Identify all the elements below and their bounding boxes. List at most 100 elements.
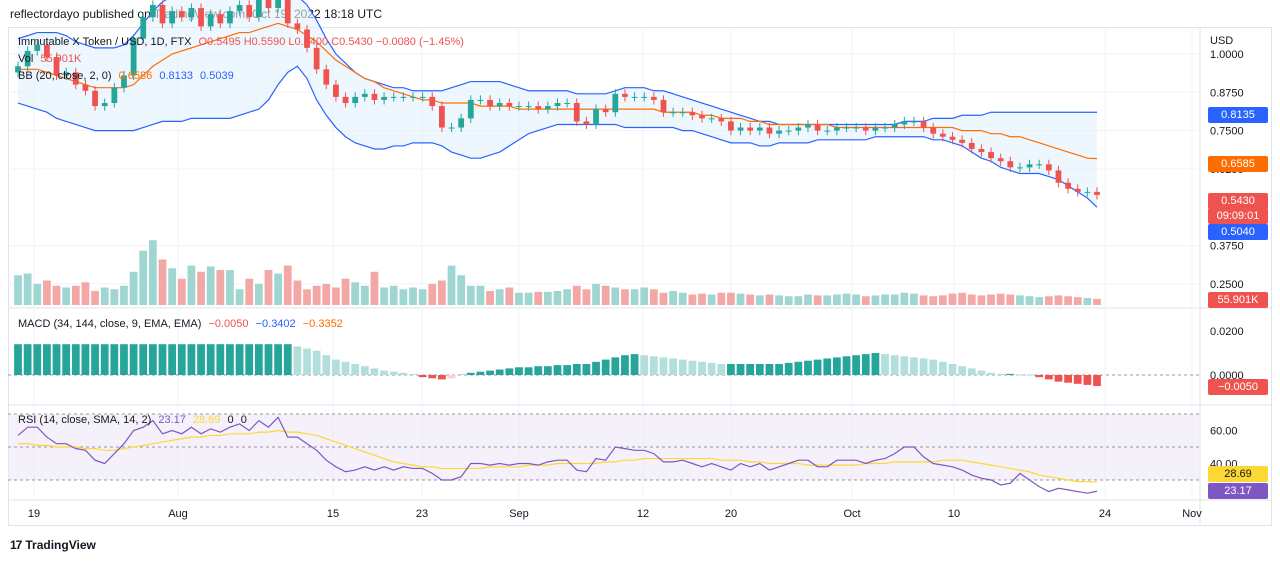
candle-body <box>1026 164 1033 168</box>
candle-body <box>843 127 850 129</box>
volume-bar <box>832 294 841 305</box>
candle-body <box>390 96 397 98</box>
volume-bar <box>996 293 1005 305</box>
candle-body <box>1036 164 1043 166</box>
volume-bar <box>120 285 128 305</box>
volume-bar <box>842 293 851 305</box>
macd-histogram-bar <box>611 357 620 375</box>
macd-histogram-bar <box>197 344 205 375</box>
rsi-line <box>17 416 1098 494</box>
candle-body <box>419 96 426 98</box>
candle-body <box>246 4 253 18</box>
macd-histogram-bar <box>1035 375 1044 378</box>
price-tick-label: 1.0000 <box>1210 49 1244 61</box>
candle-body <box>217 14 224 24</box>
macd-histogram-bar <box>226 344 234 375</box>
candle-body <box>439 106 445 128</box>
candle-body <box>467 99 474 119</box>
macd-histogram-bar <box>293 346 302 375</box>
volume-bar <box>1006 294 1015 305</box>
volume-bar <box>746 294 755 305</box>
volume-bar <box>476 285 485 305</box>
candle-body <box>304 29 310 48</box>
macd-histogram-bar <box>842 356 851 375</box>
candle-body <box>891 124 898 128</box>
volume-bar <box>592 284 600 305</box>
candle-body <box>313 47 320 70</box>
time-tick-label: Sep <box>509 508 529 520</box>
volume-bar <box>669 291 677 305</box>
tag-bb-lower: 0.5040 <box>1208 224 1268 240</box>
macd-histogram-bar <box>409 373 417 375</box>
candle-body <box>169 11 176 24</box>
candle-body <box>920 121 927 128</box>
macd-histogram-bar <box>640 355 649 375</box>
macd-histogram-bar <box>495 369 504 375</box>
volume-bar <box>100 287 109 305</box>
macd-histogram-bar <box>736 364 745 375</box>
candle-body <box>718 118 725 122</box>
macd-histogram-bar <box>881 354 889 375</box>
macd-histogram-bar <box>996 373 1005 375</box>
volume-bar <box>158 259 167 305</box>
candle-body <box>670 112 676 114</box>
candle-body <box>1055 170 1062 183</box>
macd-histogram-bar <box>100 344 109 375</box>
candle-body <box>140 17 147 39</box>
macd-histogram-bar <box>727 364 735 375</box>
volume-bar <box>765 294 774 305</box>
candle-body <box>785 130 792 132</box>
macd-histogram-bar <box>563 365 572 375</box>
footer-brand[interactable]: 17 TradingView <box>10 538 96 552</box>
candle-body <box>121 75 127 88</box>
macd-histogram-bar <box>755 364 764 375</box>
macd-histogram-bar <box>43 344 51 375</box>
macd-histogram-bar <box>466 372 475 375</box>
volume-bar <box>852 294 861 305</box>
candle-body <box>525 106 532 108</box>
macd-histogram-bar <box>553 365 562 375</box>
candle-body <box>689 112 696 116</box>
candle-body <box>178 11 185 18</box>
volume-bar <box>649 289 658 305</box>
tag-macd: −0.0050 <box>1208 379 1268 395</box>
volume-bar <box>794 296 803 305</box>
legend-bb-upper: 0.8133 <box>159 70 193 82</box>
candle-body <box>227 11 233 24</box>
candle-body <box>352 96 359 104</box>
tag-last-price: 0.5430 <box>1208 193 1268 209</box>
candle-body <box>535 106 542 110</box>
candle-body <box>901 121 908 125</box>
volume-bar <box>62 287 71 305</box>
volume-bar <box>505 287 514 305</box>
macd-histogram-bar <box>572 364 581 375</box>
macd-histogram-bar <box>1073 375 1082 384</box>
candle-body <box>660 99 667 113</box>
candle-body <box>776 130 782 134</box>
volume-bar <box>71 285 80 305</box>
macd-histogram-bar <box>1083 375 1092 385</box>
candle-body <box>1065 182 1071 189</box>
candle-body <box>342 96 349 104</box>
macd-histogram-bar <box>486 370 494 375</box>
volume-bar <box>187 265 196 305</box>
volume-bar <box>341 278 350 305</box>
volume-bar <box>534 291 543 305</box>
volume-bar <box>351 282 360 305</box>
volume-bar <box>1073 297 1082 305</box>
macd-histogram-bar <box>678 359 687 375</box>
macd-histogram-bar <box>351 364 360 375</box>
footer-brand-text: TradingView <box>25 538 96 552</box>
candle-body <box>198 8 204 27</box>
volume-bar <box>399 289 408 305</box>
price-axis-currency: USD <box>1210 35 1233 47</box>
macd-histogram-bar <box>1016 374 1024 376</box>
macd-histogram-bar <box>698 361 706 375</box>
candle-body <box>130 38 137 76</box>
candle-body <box>795 127 802 131</box>
price-tick-label: 0.3750 <box>1210 241 1244 253</box>
volume-bar <box>1035 297 1044 305</box>
macd-histogram-bar <box>447 375 456 379</box>
macd-histogram-bar <box>283 344 292 375</box>
